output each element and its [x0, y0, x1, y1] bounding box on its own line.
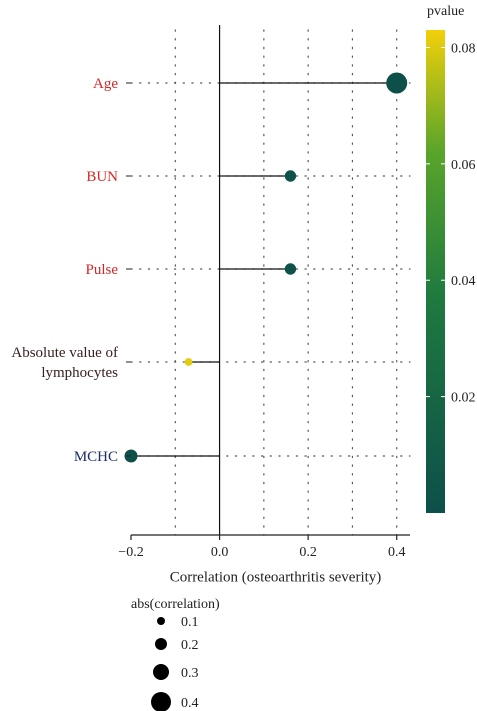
pvalue-color-legend: pvalue 0.02 0.04 0.06 0.08 — [426, 4, 476, 513]
color-legend-tick-label: 0.02 — [451, 391, 476, 406]
lollipop-point — [284, 170, 297, 182]
size-legend-circle — [151, 692, 171, 711]
size-legend-label: 0.3 — [181, 666, 199, 681]
category-label: BUN — [86, 169, 118, 185]
lollipop-point — [386, 72, 408, 94]
category-label: Age — [93, 76, 118, 92]
color-legend-tick-label: 0.04 — [451, 274, 476, 289]
category-labels: Age BUN Pulse Absolute value of lymphocytes M… — [11, 76, 131, 465]
x-tick-label: 0.0 — [211, 545, 229, 560]
x-tick-label: −0.2 — [118, 545, 143, 560]
lollipop-point — [184, 358, 193, 366]
category-label-line: Age — [93, 76, 118, 92]
category-label: MCHC — [74, 449, 118, 465]
x-tick-label: 0.4 — [388, 545, 406, 560]
size-legend-circle — [153, 664, 169, 680]
category-label-line: Absolute value of — [11, 345, 118, 361]
color-legend-title: pvalue — [427, 4, 464, 19]
category-label-line: lymphocytes — [41, 365, 118, 381]
category-label-line: MCHC — [74, 449, 118, 465]
size-legend-label: 0.1 — [181, 615, 199, 630]
category-label-line: Pulse — [85, 262, 118, 278]
lollipop-point — [284, 263, 297, 275]
abs-correlation-size-legend: abs(correlation) 0.1 0.2 0.3 0.4 — [131, 597, 220, 711]
size-legend-label: 0.2 — [181, 638, 199, 653]
x-tick-label: 0.2 — [299, 545, 317, 560]
size-legend-circle — [157, 617, 165, 625]
color-legend-tick-label: 0.06 — [451, 158, 476, 173]
category-label: Pulse — [85, 262, 118, 278]
category-label-line: BUN — [86, 169, 118, 185]
category-label: Absolute value of lymphocytes — [11, 345, 118, 381]
color-legend-bar — [426, 30, 445, 513]
size-legend-circle — [155, 638, 167, 650]
x-axis-title: Correlation (osteoarthritis severity) — [170, 570, 382, 586]
x-axis: −0.2 0.0 0.2 0.4 Correlation (osteoarthritis… — [118, 534, 410, 586]
size-legend-title: abs(correlation) — [131, 597, 220, 612]
plot-area — [124, 25, 411, 536]
size-legend-label: 0.4 — [181, 696, 199, 711]
color-legend-tick-label: 0.08 — [451, 41, 476, 56]
